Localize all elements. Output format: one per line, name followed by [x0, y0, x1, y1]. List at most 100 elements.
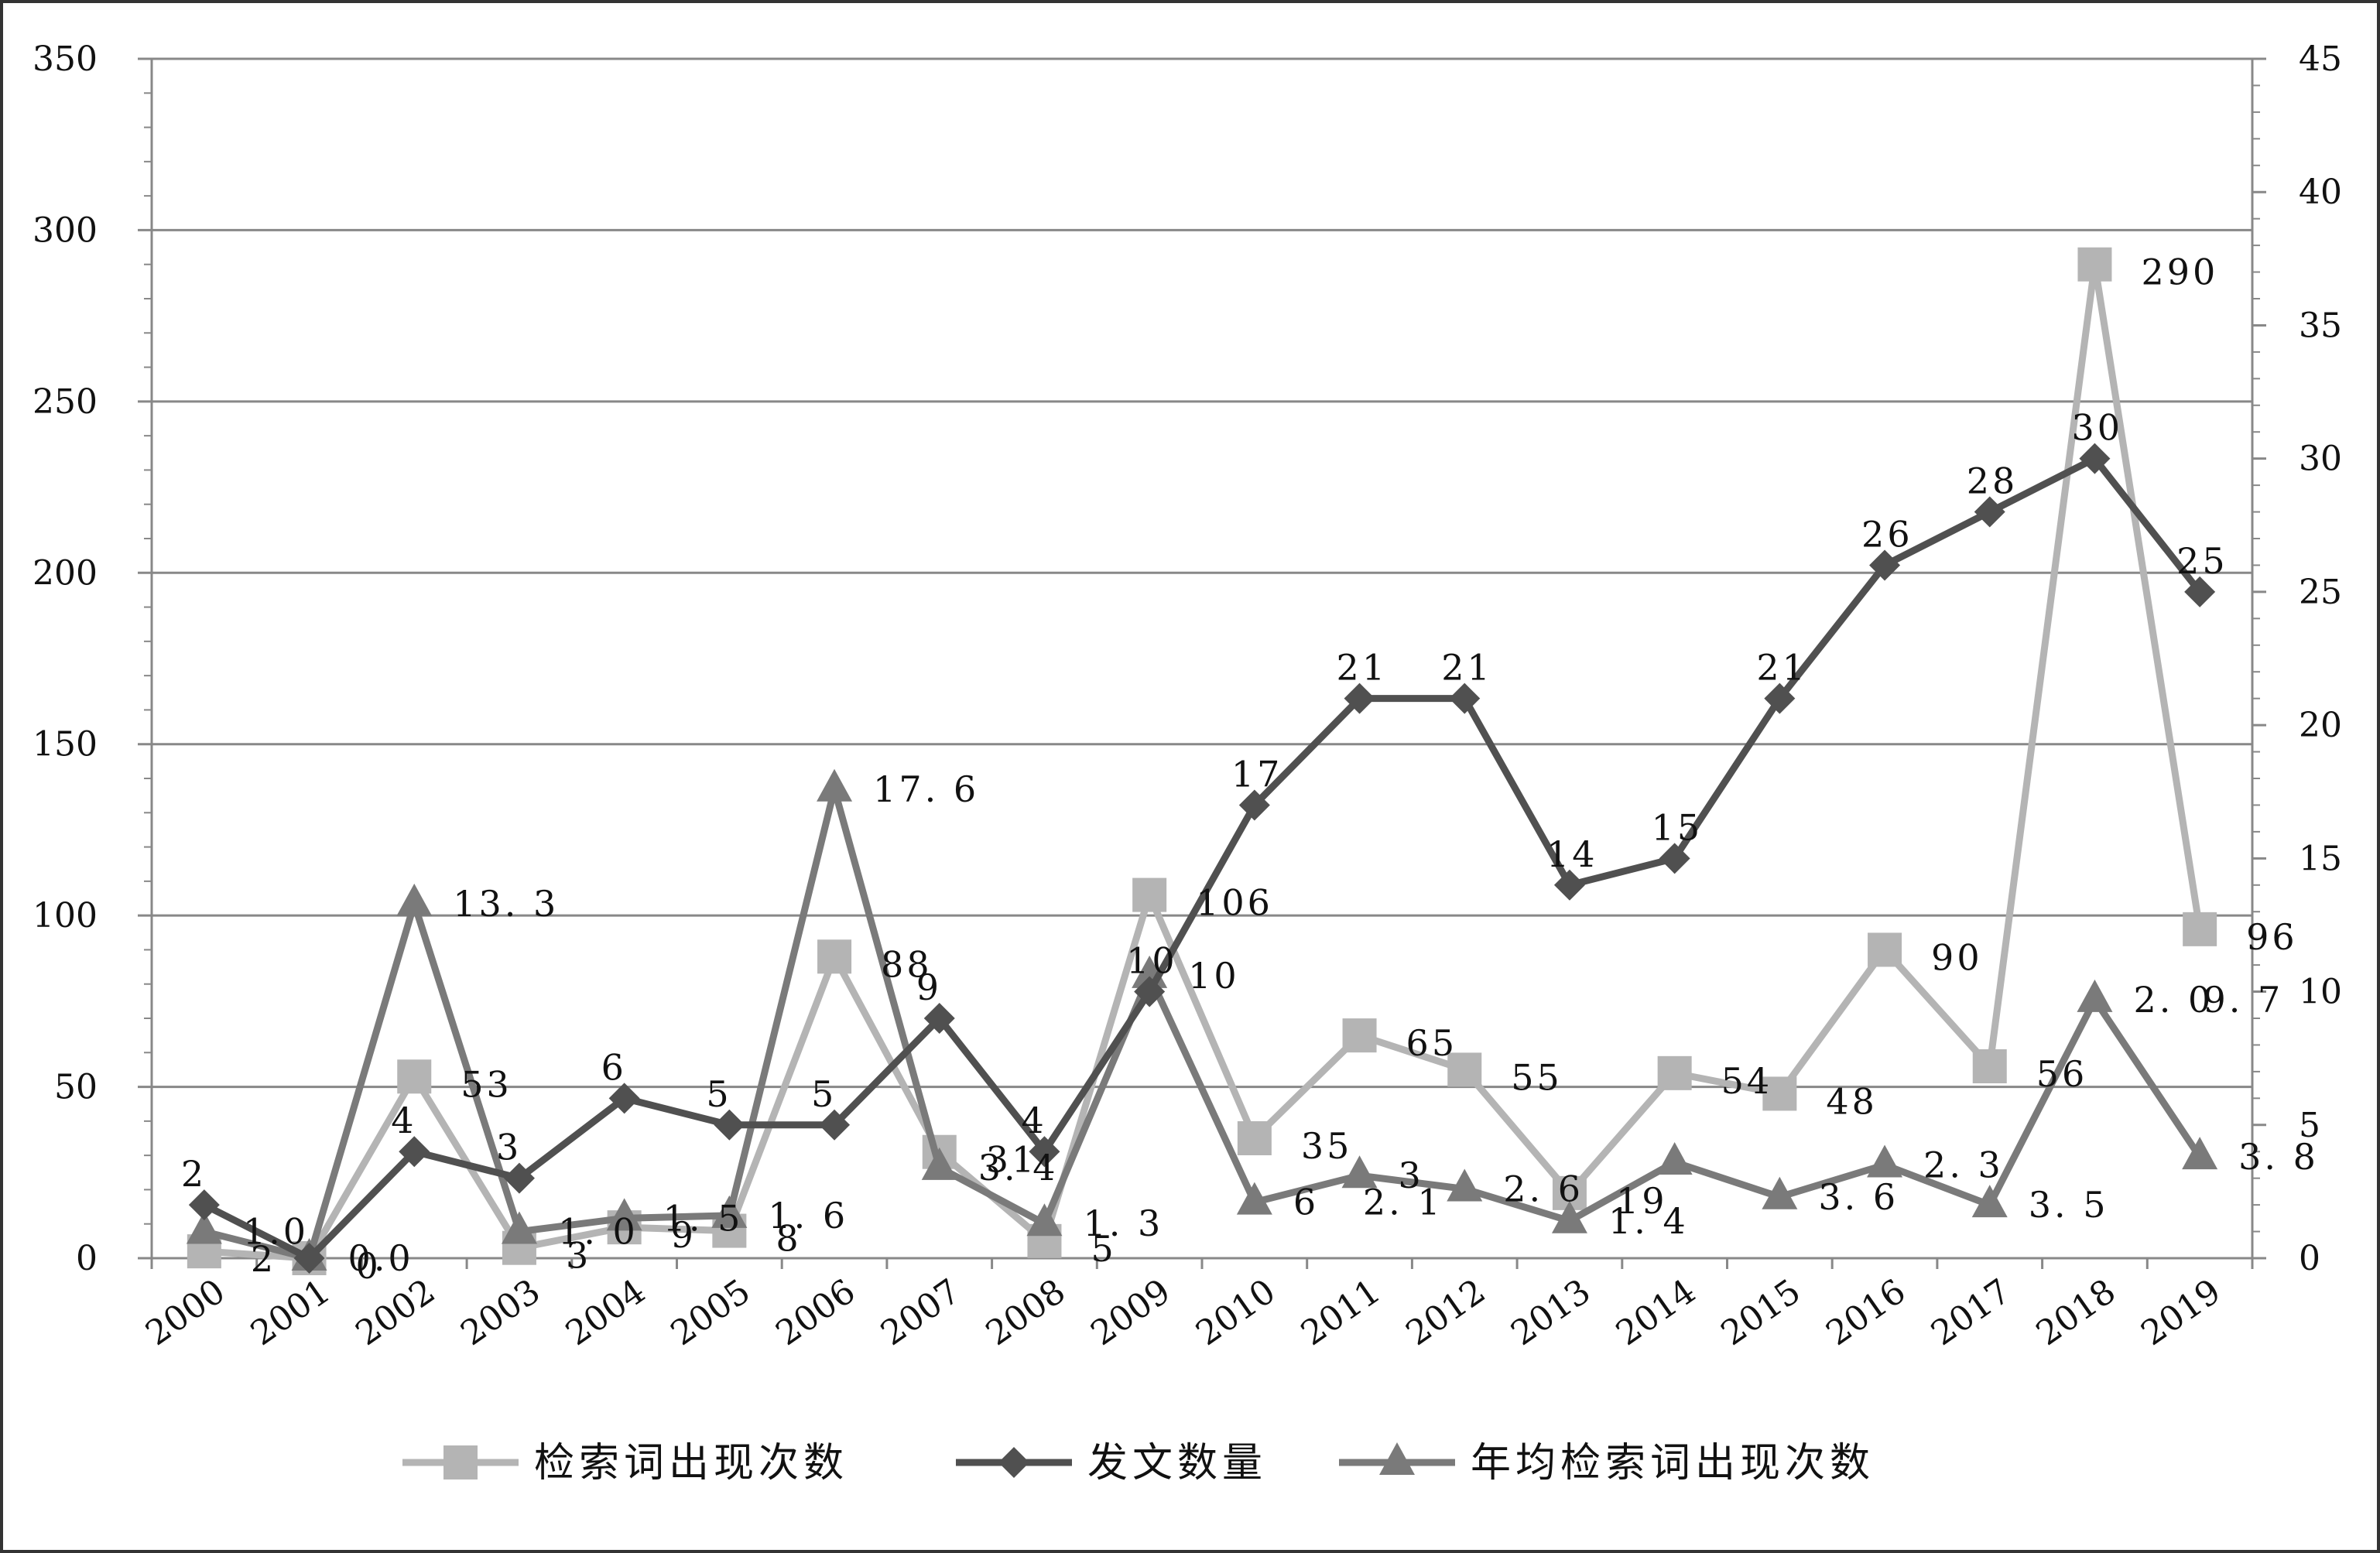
data-label: 106	[1196, 882, 1273, 924]
point-marker-square	[1132, 877, 1167, 912]
data-label: 6	[1293, 1182, 1319, 1223]
data-label: 2	[251, 1238, 276, 1280]
point-marker-triangle	[1026, 1203, 1063, 1237]
data-label: 96	[2246, 916, 2298, 958]
data-label: 28	[1967, 460, 2019, 502]
point-marker-diamond	[1764, 682, 1796, 714]
point-marker-triangle	[817, 768, 853, 802]
point-marker-diamond	[714, 1109, 745, 1141]
left-tick-label: 300	[33, 210, 98, 250]
point-marker-triangle	[2182, 1137, 2218, 1170]
left-tick-label: 50	[54, 1068, 98, 1107]
data-label: 10	[1188, 955, 1240, 997]
x-tick-label: 2016	[1819, 1271, 1913, 1353]
x-tick-label: 2014	[1609, 1271, 1703, 1353]
point-marker-diamond	[1238, 789, 1270, 821]
series-1	[188, 443, 2216, 1274]
data-label: 56	[2036, 1053, 2088, 1095]
legend-label: 发文数量	[1087, 1440, 1267, 1486]
data-label: 88	[881, 943, 933, 985]
legend-label: 年均检索词出现次数	[1471, 1440, 1875, 1486]
point-marker-diamond	[188, 1189, 220, 1221]
data-label: 26	[1861, 513, 1913, 555]
point-marker-square	[1342, 1018, 1377, 1053]
point-marker-diamond	[1449, 682, 1481, 714]
point-marker-square	[1447, 1052, 1482, 1087]
point-marker-triangle	[1867, 1144, 1903, 1178]
point-marker-diamond	[2079, 443, 2111, 474]
data-label: 90	[1931, 936, 1983, 978]
point-marker-triangle	[1447, 1168, 1483, 1202]
point-marker-triangle	[711, 1195, 748, 1228]
point-marker-diamond	[998, 1447, 1029, 1478]
left-tick-label: 250	[33, 382, 98, 422]
point-marker-triangle	[186, 1211, 222, 1244]
data-label: 5	[706, 1073, 731, 1115]
legend-entry: 年均检索词出现次数	[1339, 1440, 1875, 1486]
data-label: 6	[601, 1046, 627, 1088]
x-tick-label: 2009	[1084, 1271, 1177, 1353]
data-label: 1. 0	[558, 1211, 639, 1253]
left-tick-label: 100	[33, 896, 98, 936]
point-marker-diamond	[923, 1003, 955, 1034]
left-tick-label: 350	[33, 39, 98, 79]
data-label: 53	[461, 1063, 512, 1105]
data-label: 8	[776, 1218, 801, 1260]
point-marker-triangle	[396, 883, 433, 916]
point-marker-diamond	[503, 1162, 535, 1194]
data-label: 1. 6	[768, 1195, 848, 1237]
point-marker-square	[1237, 1121, 1272, 1155]
data-label: 31	[986, 1139, 1038, 1181]
right-tick-label: 30	[2299, 440, 2342, 479]
x-tick-label: 2017	[1924, 1271, 2018, 1353]
point-marker-triangle	[606, 1198, 642, 1231]
point-marker-square	[2077, 247, 2112, 282]
data-label: 13. 3	[453, 883, 559, 925]
point-marker-diamond	[1974, 496, 2005, 528]
point-marker-diamond	[1659, 843, 1690, 874]
data-label: 21	[1756, 647, 1808, 689]
point-marker-square	[1762, 1076, 1797, 1111]
data-label: 2. 1	[1363, 1182, 1443, 1223]
point-marker-diamond	[819, 1109, 851, 1141]
x-tick-label: 2012	[1399, 1271, 1493, 1353]
data-label: 55	[1511, 1056, 1563, 1098]
grid-lines	[152, 57, 2252, 1089]
right-tick-label: 20	[2299, 706, 2342, 745]
point-marker-triangle	[501, 1211, 537, 1244]
x-tick-label: 2004	[559, 1271, 652, 1353]
x-tick-label: 2005	[664, 1271, 758, 1353]
series-line	[203, 785, 2203, 1262]
x-tick-label: 2010	[1189, 1271, 1282, 1353]
data-label: 290	[2141, 251, 2218, 293]
point-marker-diamond	[2184, 576, 2216, 607]
data-label: 17. 6	[873, 768, 979, 810]
x-tick-label: 2019	[2134, 1271, 2228, 1353]
point-marker-triangle	[1551, 1200, 1587, 1233]
data-label: 3. 4	[978, 1147, 1059, 1189]
data-label: 21	[1337, 647, 1389, 689]
data-label: 3	[1399, 1154, 1424, 1196]
x-tick-label: 2015	[1714, 1271, 1808, 1353]
x-tick-label: 2006	[769, 1271, 862, 1353]
left-tick-label: 200	[33, 553, 98, 593]
x-tick-label: 2001	[244, 1271, 337, 1353]
data-label: 2	[181, 1153, 207, 1195]
point-marker-triangle	[1379, 1442, 1415, 1475]
point-marker-triangle	[1656, 1142, 1693, 1175]
left-tick-label: 150	[33, 725, 98, 765]
point-marker-triangle	[1971, 1185, 2008, 1218]
data-label: 65	[1406, 1022, 1458, 1064]
data-label: 54	[1721, 1060, 1773, 1102]
data-label: 35	[1301, 1125, 1353, 1167]
x-tick-label: 2000	[139, 1271, 232, 1353]
point-marker-triangle	[1341, 1155, 1378, 1189]
data-label: 3	[566, 1235, 591, 1277]
x-tick-label: 2007	[874, 1271, 967, 1353]
data-label: 9. 7	[2203, 979, 2283, 1021]
data-label: 4	[391, 1100, 416, 1141]
x-tick-label: 2008	[979, 1271, 1073, 1353]
data-label: 1.0	[243, 1211, 309, 1253]
